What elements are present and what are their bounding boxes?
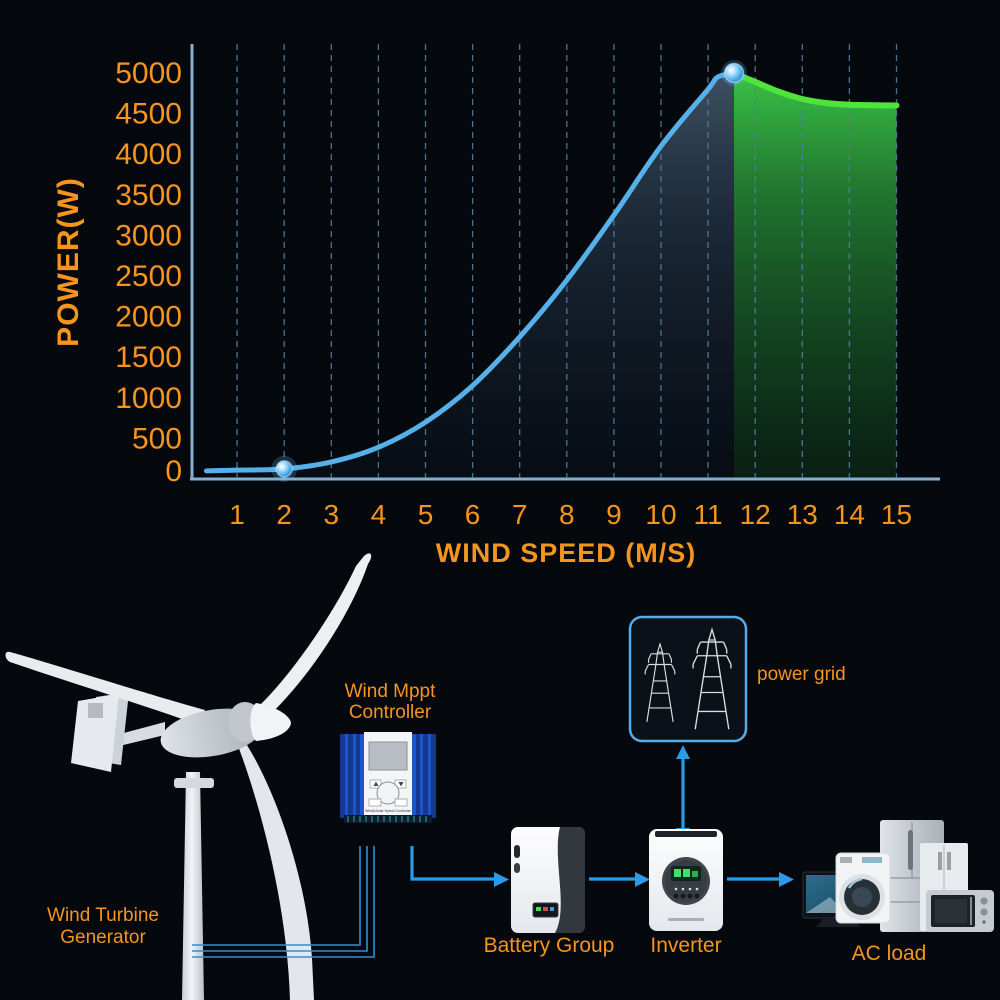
inverter-buttons	[673, 893, 700, 899]
battery-label: Battery Group	[484, 934, 615, 957]
y-tick-label: 2000	[115, 301, 182, 334]
power-curve-rated	[731, 70, 900, 109]
x-tick-labels: 1 2 3 4 5 6 7 8 9 10 11 12 13 14 15	[229, 499, 912, 530]
controller-heatsink-fins	[340, 734, 436, 818]
arrowhead-load	[779, 872, 794, 887]
power-grid-box	[628, 615, 748, 743]
x-tick-label: 4	[371, 499, 387, 530]
x-tick-label: 15	[881, 499, 912, 530]
turbine-fin-label	[88, 703, 103, 718]
arrowhead-up-grid	[676, 745, 690, 759]
inverter-label: Inverter	[650, 934, 721, 957]
x-tick-label: 13	[787, 499, 818, 530]
turbine-blade-upper	[250, 553, 372, 722]
controller-dial	[376, 781, 400, 805]
ac-load-label: AC load	[852, 942, 927, 965]
turbine-blade-left	[5, 651, 205, 726]
x-tick-label: 7	[512, 499, 528, 530]
y-tick-label: 2500	[115, 260, 182, 293]
washing-machine-icon	[835, 852, 891, 924]
power-curves	[204, 70, 900, 474]
y-tick-label: 3000	[115, 219, 182, 252]
flow-arrows	[410, 745, 794, 887]
x-tick-label: 12	[740, 499, 771, 530]
mppt-controller-image: Wind&Solar Hybrid Controller	[340, 732, 436, 823]
arrowhead-battery	[494, 872, 509, 887]
controller-to-battery-arrow	[410, 846, 495, 881]
x-tick-label: 8	[559, 499, 575, 530]
battery-side-band	[555, 827, 585, 933]
inverter-leds	[674, 887, 699, 891]
turbine-controller-wires	[192, 846, 375, 958]
turbine-nose-cone	[250, 703, 291, 741]
x-axis-title: WIND SPEED (M/S)	[436, 538, 697, 568]
controller-label-line2: Controller	[349, 702, 432, 723]
transmission-tower-icon-left	[644, 642, 676, 722]
arrowhead-inverter	[635, 872, 650, 887]
turbine-tail-fin	[71, 694, 119, 772]
inverter-vents	[655, 831, 717, 837]
battery-handle-slot	[514, 845, 520, 858]
turbine-label-line1: Wind Turbine	[47, 905, 159, 926]
x-tick-label: 2	[276, 499, 292, 530]
y-tick-label: 5000	[115, 57, 182, 90]
microwave-icon	[926, 890, 994, 932]
battery-image	[511, 827, 585, 933]
turbine-label-line2: Generator	[60, 927, 146, 948]
x-tick-label: 5	[418, 499, 434, 530]
y-tick-label: 1000	[115, 382, 182, 415]
turbine-blade-lower	[238, 739, 314, 1000]
chart-area-fills	[206, 73, 897, 479]
turbine-pole	[182, 772, 204, 1000]
data-point-marker-0	[275, 460, 293, 478]
controller-button-left	[368, 798, 382, 807]
x-tick-label: 1	[229, 499, 245, 530]
inverter-image	[649, 829, 723, 931]
power-curve-rising	[204, 70, 737, 474]
y-tick-label: 0	[165, 455, 182, 488]
inverter-brand-text	[668, 918, 704, 921]
y-axis-title: POWER(W)	[52, 177, 85, 347]
x-tick-label: 14	[834, 499, 865, 530]
x-tick-label: 3	[324, 499, 340, 530]
controller-device-text: Wind&Solar Hybrid Controller	[365, 809, 412, 813]
curve-markers	[271, 60, 747, 482]
power-curve-rising-area	[206, 73, 734, 479]
x-tick-label: 11	[694, 499, 723, 530]
controller-terminal-strip	[344, 815, 432, 823]
x-tick-label: 10	[645, 499, 676, 530]
grid-border	[628, 615, 748, 743]
y-tick-label: 4000	[115, 138, 182, 171]
data-point-marker-1	[723, 62, 745, 84]
power-curve-rated-area	[734, 73, 897, 479]
transmission-tower-icon-right	[692, 627, 732, 730]
x-tick-label: 6	[465, 499, 481, 530]
controller-terminals	[347, 816, 427, 822]
controller-lcd	[368, 741, 408, 771]
y-tick-label: 4500	[115, 98, 182, 131]
y-tick-label: 500	[132, 422, 182, 455]
controller-button-right	[394, 798, 408, 807]
wind-turbine-image	[5, 553, 372, 1000]
x-tick-label: 9	[606, 499, 622, 530]
y-tick-label: 1500	[115, 341, 182, 374]
turbine-flange	[174, 778, 214, 788]
ac-load-image	[802, 820, 994, 932]
y-tick-label: 3500	[115, 179, 182, 212]
power-grid-label: power grid	[757, 664, 846, 685]
battery-handle-slot2	[514, 863, 520, 873]
controller-label-line1: Wind Mppt	[345, 681, 437, 702]
